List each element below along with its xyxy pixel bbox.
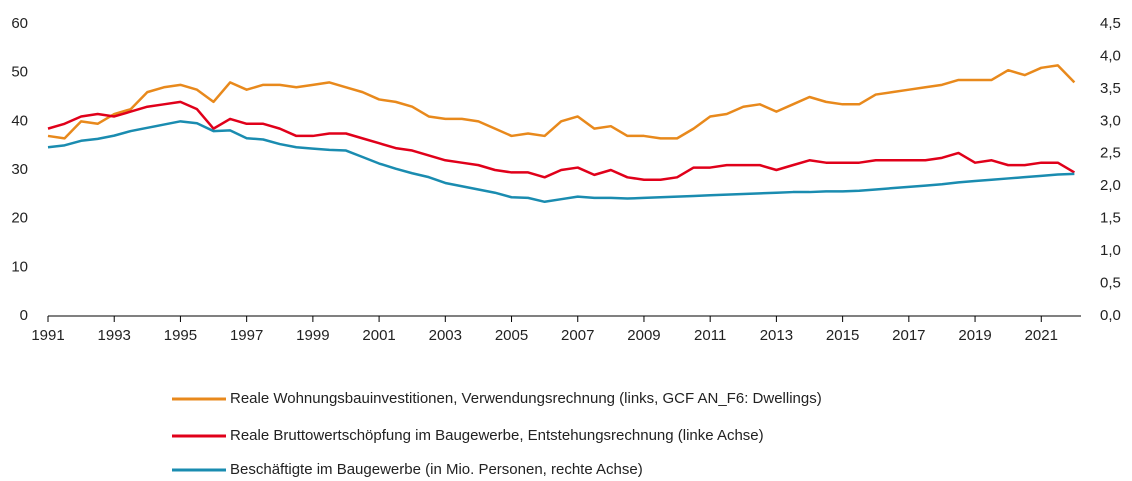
x-tick-label: 2021: [1025, 327, 1058, 344]
x-tick-label: 1991: [31, 327, 64, 344]
x-tick-label: 2019: [958, 327, 991, 344]
series-line: [47, 64, 1076, 140]
x-tick-label: 2013: [760, 327, 793, 344]
x-tick-label: 1999: [296, 327, 329, 344]
y-tick-label: 30: [11, 161, 28, 178]
x-tick-label: 1993: [98, 327, 131, 344]
x-tick-label: 2003: [429, 327, 462, 344]
y2-tick-label: 4,0: [1100, 47, 1121, 64]
y2-tick-label: 0,5: [1100, 275, 1121, 292]
x-tick-label: 2011: [694, 327, 726, 344]
x-tick-label: 2005: [495, 327, 528, 344]
legend-label: Reale Wohnungsbauinvestitionen, Verwendu…: [230, 390, 822, 407]
y-tick-label: 40: [11, 112, 28, 129]
legend-label: Beschäftigte im Baugewerbe (in Mio. Pers…: [230, 461, 643, 478]
series-line: [47, 100, 1076, 181]
x-tick-label: 2001: [362, 327, 395, 344]
y2-tick-label: 0,0: [1100, 307, 1121, 324]
y-tick-label: 50: [11, 64, 28, 81]
x-tick-label: 1997: [230, 327, 263, 344]
y-tick-label: 20: [11, 210, 28, 227]
y-tick-label: 0: [20, 307, 28, 324]
x-tick-label: 2015: [826, 327, 859, 344]
legend-label: Reale Bruttowertschöpfung im Baugewerbe,…: [230, 427, 764, 444]
x-tick-label: 1995: [164, 327, 197, 344]
y2-tick-label: 4,5: [1100, 15, 1121, 32]
y2-tick-label: 1,0: [1100, 242, 1121, 259]
y-tick-label: 10: [11, 258, 28, 275]
y2-tick-label: 2,5: [1100, 145, 1121, 162]
x-tick-label: 2007: [561, 327, 594, 344]
y2-tick-label: 2,0: [1100, 177, 1121, 194]
y2-tick-label: 3,5: [1100, 80, 1121, 97]
series-line: [47, 120, 1075, 204]
y-tick-label: 60: [11, 15, 28, 32]
x-tick-label: 2009: [627, 327, 660, 344]
x-tick-label: 2017: [892, 327, 925, 344]
y2-tick-label: 3,0: [1100, 112, 1121, 129]
y2-tick-label: 1,5: [1100, 210, 1121, 227]
